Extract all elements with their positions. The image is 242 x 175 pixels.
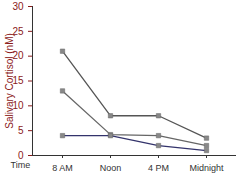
svg-text:25: 25: [12, 25, 24, 37]
svg-text:15: 15: [12, 75, 24, 87]
svg-text:Noon: Noon: [100, 163, 122, 173]
svg-text:Time: Time: [11, 160, 31, 170]
svg-text:Salivary Cortisol (nM): Salivary Cortisol (nM): [4, 33, 15, 129]
svg-text:5: 5: [18, 125, 24, 136]
svg-text:30: 30: [12, 1, 24, 12]
svg-text:4 PM: 4 PM: [148, 163, 169, 173]
svg-text:0: 0: [17, 149, 24, 161]
svg-text:8 AM: 8 AM: [52, 163, 73, 173]
svg-text:Midnight: Midnight: [189, 163, 224, 173]
svg-text:20: 20: [12, 50, 24, 62]
svg-text:10: 10: [12, 100, 24, 111]
